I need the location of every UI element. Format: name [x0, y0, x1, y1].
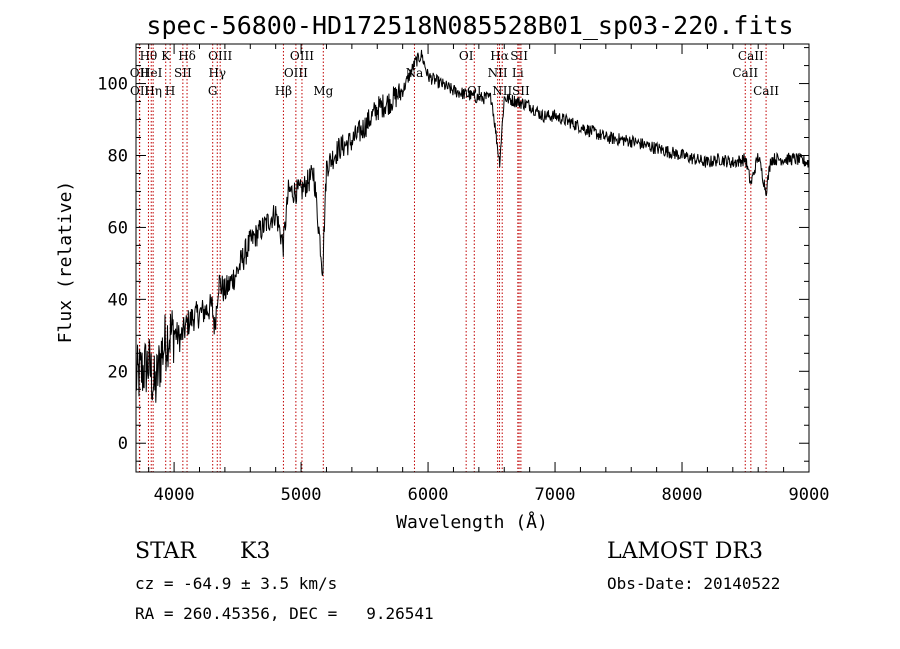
- line-marker-label: Hη: [144, 84, 162, 98]
- line-marker-label: HeI: [140, 66, 163, 80]
- line-marker-label: Li: [512, 66, 524, 80]
- line-marker-label: OIII: [208, 49, 232, 63]
- line-marker-label: SII: [510, 49, 528, 63]
- line-marker-label: G: [208, 84, 218, 98]
- line-marker-label: OIII: [290, 49, 314, 63]
- line-marker-label: Hα: [490, 49, 509, 63]
- y-axis-ticks: 0 20 40 60 80 100: [97, 47, 809, 462]
- line-marker-label: Mg: [313, 84, 333, 98]
- line-marker-label: Hθ: [140, 49, 158, 63]
- line-marker-label: CaII: [753, 84, 779, 98]
- line-marker-label: OIII: [284, 66, 308, 80]
- line-marker-label: SII: [174, 66, 192, 80]
- x-axis-label: Wavelength (Å): [396, 511, 548, 533]
- line-marker-label: K: [161, 49, 171, 63]
- x-tick-label: 8000: [662, 485, 703, 505]
- y-tick-label: 60: [108, 218, 128, 238]
- y-tick-label: 20: [108, 362, 128, 382]
- line-marker-label: CaII: [738, 49, 764, 63]
- flux-line: [135, 49, 810, 403]
- y-tick-label: 40: [108, 290, 128, 310]
- line-marker-label: OII: [130, 84, 150, 98]
- coordinates: RA = 260.45356, DEC = 9.26541: [135, 604, 434, 623]
- line-marker-label: NII: [488, 66, 508, 80]
- y-tick-label: 80: [108, 146, 128, 166]
- observation-date: Obs-Date: 20140522: [607, 574, 781, 593]
- x-axis-ticks: 4000 5000 6000 7000 8000 9000: [148, 44, 830, 505]
- chart-title: spec-56800-HD172518N085528B01_sp03-220.f…: [146, 11, 793, 40]
- line-marker-label: Hβ: [275, 84, 292, 98]
- line-marker-label: CaII: [732, 66, 758, 80]
- object-class: STAR: [135, 539, 196, 564]
- x-tick-label: 6000: [408, 485, 449, 505]
- y-tick-label: 0: [118, 434, 128, 454]
- survey-name: LAMOST DR3: [607, 539, 763, 564]
- x-tick-label: 5000: [281, 485, 322, 505]
- line-marker-label: SII: [512, 84, 530, 98]
- x-tick-label: 4000: [154, 485, 195, 505]
- y-axis-label: Flux (relative): [55, 181, 76, 344]
- spectrum-series: [135, 49, 810, 403]
- line-marker-label: OI: [459, 49, 474, 63]
- line-marker-label: Hδ: [178, 49, 196, 63]
- x-tick-label: 9000: [789, 485, 830, 505]
- line-marker-label: Hγ: [208, 66, 226, 80]
- y-tick-label: 100: [97, 75, 128, 95]
- object-subclass: K3: [240, 539, 271, 564]
- x-tick-label: 7000: [535, 485, 576, 505]
- line-marker-label: H: [165, 84, 175, 98]
- redshift-velocity: cz = -64.9 ± 3.5 km/s: [135, 574, 338, 593]
- plot-frame: [135, 43, 810, 473]
